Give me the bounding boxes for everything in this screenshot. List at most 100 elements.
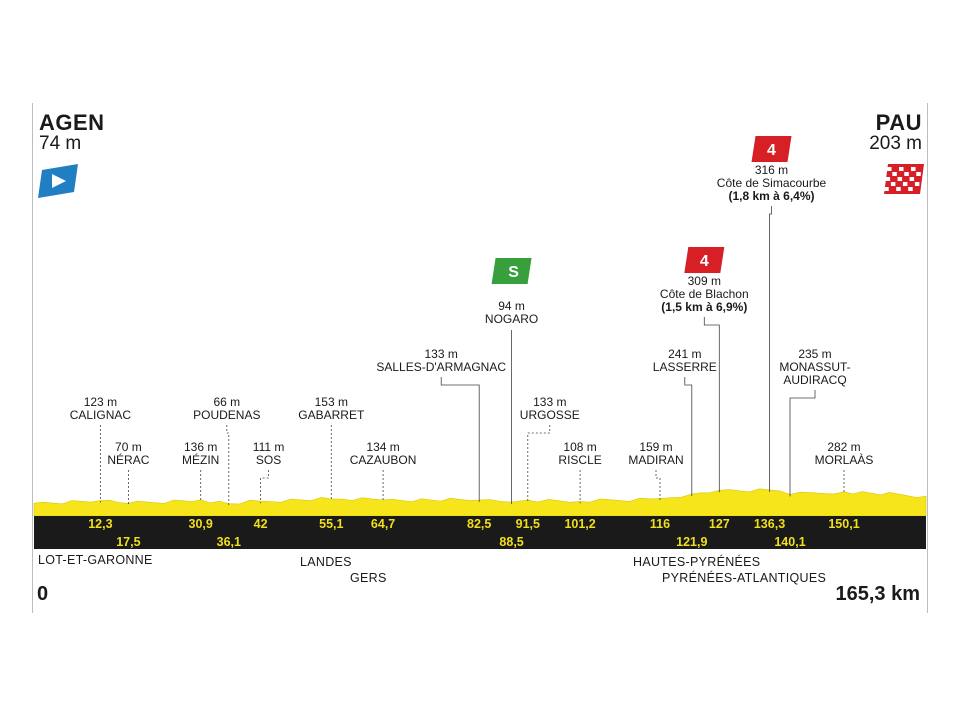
waypoint-name: RISCLE: [558, 453, 602, 467]
waypoint-altitude: 241 m: [668, 347, 702, 361]
checkered-square: [896, 187, 901, 191]
waypoint-name: GABARRET: [298, 408, 365, 422]
waypoint-name: MÉZIN: [182, 453, 220, 467]
finish-city: PAU: [875, 110, 922, 135]
department-label: LOT-ET-GARONNE: [38, 553, 153, 567]
km-marker: 88,5: [499, 535, 524, 549]
waypoint-leader-line: [703, 317, 720, 493]
waypoint-name: CALIGNAC: [69, 408, 132, 422]
checkered-square: [887, 167, 892, 171]
km-marker: 101,2: [564, 517, 596, 531]
climb-category-label: 4: [700, 253, 709, 270]
checkered-flag-icon: [884, 164, 924, 194]
km-marker: 136,3: [753, 517, 786, 531]
waypoint-name: Côte de Simacourbe: [716, 176, 827, 190]
waypoint-name: MORLAÀS: [814, 453, 874, 467]
km-marker: 17,5: [116, 535, 141, 549]
checkered-square: [909, 177, 915, 181]
checkered-square: [904, 172, 909, 176]
waypoint-name: URGOSSE: [519, 408, 580, 422]
waypoint-name: POUDENAS: [193, 408, 261, 422]
finish-km: 165,3 km: [835, 583, 920, 605]
km-marker: 140,1: [774, 535, 806, 549]
km-marker: 30,9: [188, 517, 213, 531]
checkered-square: [884, 187, 889, 191]
waypoint-altitude: 94 m: [498, 299, 525, 313]
waypoint-leader-line: [789, 390, 816, 497]
waypoint-name: MONASSUT- AUDIRACQ: [779, 360, 851, 387]
climb-category-label: 4: [767, 142, 776, 159]
waypoint-altitude: 282 m: [827, 440, 861, 454]
climb-category-icon: [684, 247, 725, 273]
waypoint-name: CAZAUBON: [349, 453, 417, 467]
waypoint-altitude: 136 m: [184, 440, 218, 454]
start-km: 0: [37, 583, 49, 605]
checkered-square: [890, 182, 896, 186]
department-label: HAUTES-PYRÉNÉES: [633, 555, 761, 569]
waypoint-altitude: 309 m: [687, 274, 721, 288]
waypoint-name: LASSERRE: [652, 360, 717, 374]
checkered-square: [902, 182, 908, 186]
km-marker: 82,5: [467, 517, 492, 531]
waypoint-name: NOGARO: [484, 312, 539, 326]
checkered-square: [911, 167, 916, 171]
checkered-square: [914, 182, 920, 186]
climb-detail: (1,8 km à 6,4%): [728, 189, 815, 203]
sprint-icon: [491, 258, 532, 284]
checkered-square: [899, 167, 904, 171]
waypoint-altitude: 316 m: [754, 163, 789, 177]
km-marker: 121,9: [676, 535, 708, 549]
department-label: PYRÉNÉES-ATLANTIQUES: [662, 571, 827, 585]
km-marker: 12,3: [88, 517, 113, 531]
km-marker: 91,5: [515, 517, 540, 531]
profile-frame: [32, 103, 928, 613]
waypoint-altitude: 133 m: [424, 347, 458, 361]
km-marker: 42: [253, 517, 268, 531]
km-marker: 55,1: [319, 517, 344, 531]
waypoint-name: SOS: [255, 453, 282, 467]
km-marker: 64,7: [370, 517, 396, 531]
checkered-square: [885, 177, 891, 181]
waypoint-leader-line: [655, 470, 661, 501]
waypoint-altitude: 134 m: [366, 440, 400, 454]
waypoint-altitude: 123 m: [83, 395, 118, 409]
waypoint-leader-line: [226, 425, 230, 506]
waypoint-leader-line: [440, 377, 480, 502]
waypoint-name: NÉRAC: [107, 453, 150, 467]
waypoint-leader-line: [260, 470, 270, 504]
waypoint-altitude: 153 m: [314, 395, 348, 409]
waypoint-name: Côte de Blachon: [659, 287, 749, 301]
km-marker: 127: [708, 517, 730, 531]
waypoint-altitude: 70 m: [115, 440, 142, 454]
climb-category-icon: [751, 136, 792, 162]
finish-altitude: 203 m: [869, 133, 922, 154]
elevation-profile-area: [33, 488, 927, 517]
waypoint-altitude: 133 m: [533, 395, 567, 409]
department-label: GERS: [350, 571, 387, 585]
waypoint-altitude: 111 m: [252, 440, 285, 454]
start-city: AGEN: [39, 110, 105, 135]
climb-detail: (1,5 km à 6,9%): [661, 300, 748, 314]
km-marker: 36,1: [216, 535, 241, 549]
sprint-label: S: [508, 264, 519, 281]
checkered-square: [897, 177, 903, 181]
checkered-square: [916, 172, 921, 176]
department-label: LANDES: [300, 555, 352, 569]
start-altitude: 74 m: [39, 133, 82, 154]
waypoint-altitude: 66 m: [213, 395, 241, 409]
checkered-square: [908, 187, 913, 191]
waypoint-leader-line: [684, 377, 693, 496]
checkered-square: [892, 172, 897, 176]
start-arrow-icon: [52, 174, 66, 188]
waypoint-altitude: 159 m: [639, 440, 673, 454]
km-marker: 150,1: [828, 517, 860, 531]
waypoint-leader-line: [769, 206, 772, 492]
waypoint-leader-line: [527, 425, 551, 502]
waypoint-altitude: 108 m: [563, 440, 597, 454]
distance-band: [34, 516, 926, 549]
waypoint-name: SALLES-D'ARMAGNAC: [376, 360, 507, 374]
waypoint-altitude: 235 m: [798, 347, 832, 361]
waypoint-name: MADIRAN: [628, 453, 684, 467]
km-marker: 116: [649, 517, 671, 531]
